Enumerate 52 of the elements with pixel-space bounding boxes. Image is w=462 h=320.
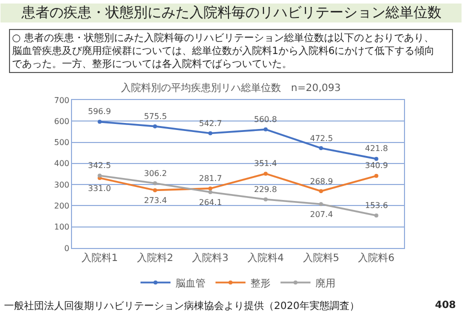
y-tick-label: 700	[54, 96, 70, 105]
data-label: 273.4	[144, 196, 167, 205]
data-label: 575.5	[144, 112, 167, 121]
y-tick-label: 600	[54, 116, 70, 126]
point	[208, 190, 212, 194]
x-tick-label: 入院料4	[247, 252, 284, 264]
point	[319, 146, 323, 150]
y-tick-label: 0	[64, 244, 70, 253]
point	[153, 188, 157, 192]
x-tick-label: 入院料5	[302, 252, 340, 264]
data-label: 421.8	[365, 144, 388, 153]
y-tick-label: 500	[54, 138, 70, 148]
data-label: 264.1	[199, 198, 222, 207]
point	[153, 181, 157, 186]
point	[98, 120, 102, 124]
point	[319, 202, 323, 206]
x-tick-label: 入院料3	[192, 252, 229, 264]
data-label: 472.5	[310, 134, 333, 143]
point	[319, 189, 323, 194]
point	[153, 124, 157, 128]
text: 408	[435, 300, 456, 311]
point	[264, 172, 268, 176]
data-label: 268.9	[310, 177, 333, 186]
data-label: 331.0	[88, 184, 111, 193]
point	[264, 127, 268, 132]
x-tick-label: 入院料6	[358, 252, 395, 264]
y-tick-label: 400	[54, 159, 70, 168]
point	[374, 156, 378, 161]
point	[374, 214, 378, 218]
data-label: 306.2	[144, 169, 167, 178]
x-tick-label: 入院料1	[81, 252, 118, 264]
point	[374, 174, 378, 178]
data-label: 596.9	[88, 107, 111, 116]
point	[208, 131, 212, 136]
text: ○ 患者の疾患・状態別にみた入院料毎のリハビリテーション総単位数は以下のとおりであり、脳血管疾患及び廃用症候群については、総単位数が入院料1から入院料6にかけて低下する傾向であった。一方、整形については各入院料でばらついていた。	[12, 32, 435, 70]
data-label: 229.8	[254, 185, 277, 194]
y-tick-label: 100	[54, 222, 70, 232]
data-label: 281.7	[199, 174, 222, 183]
data-label: 542.7	[199, 119, 222, 128]
legend-label: 整形	[250, 277, 270, 290]
legend-label: 脳血管	[176, 277, 206, 290]
x-tick-label: 入院料2	[136, 252, 174, 264]
point	[208, 186, 212, 190]
chart-subtitle: 入院料別の平均疾患別リハ総単位数 n=20,093	[121, 82, 341, 94]
text: 一般社団法人回復期リハビリテーション病棟協会より提供（2020年実態調査）	[4, 300, 360, 312]
data-label: 207.4	[310, 210, 333, 219]
legend-label: 廃用	[316, 277, 336, 290]
y-tick-label: 300	[54, 180, 70, 190]
point	[98, 174, 102, 178]
point	[264, 197, 268, 202]
y-tick-label: 200	[54, 202, 70, 211]
chart-title: 患者の疾患・状態別にみた入院料毎のリハビリテーション総単位数	[20, 5, 442, 21]
